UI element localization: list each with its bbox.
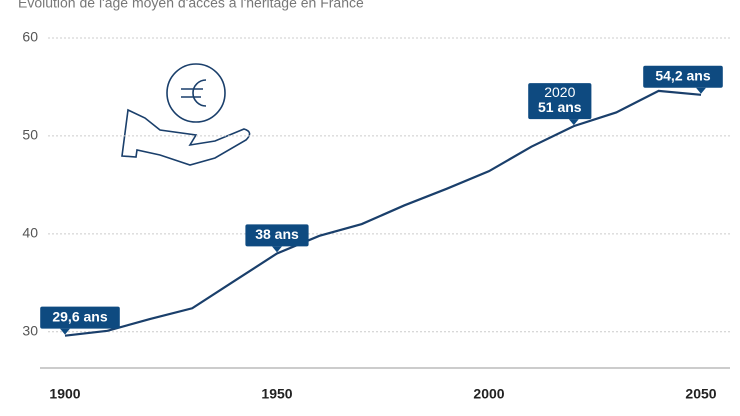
label-pointer [272, 246, 282, 253]
x-tick-label: 1900 [49, 386, 80, 402]
label-pointer [568, 119, 579, 126]
label-box [528, 83, 592, 120]
label-box [245, 224, 309, 247]
label-pointer [60, 328, 70, 335]
label-year: 2020 [544, 84, 575, 100]
label-box [643, 65, 723, 88]
y-tick-label: 40 [22, 225, 38, 241]
label-text: 38 ans [255, 226, 299, 242]
y-tick-label: 50 [22, 127, 38, 143]
chart-title: Évolution de l'âge moyen d'accès à l'hér… [18, 0, 364, 11]
value-label: 38 ans [245, 224, 309, 253]
value-label: 29,6 ans [40, 306, 120, 335]
label-text: 54,2 ans [655, 67, 710, 83]
y-tick-label: 60 [22, 29, 38, 45]
y-tick-label: 30 [22, 322, 38, 338]
label-pointer [696, 87, 706, 94]
x-tick-label: 2050 [685, 386, 716, 402]
value-label: 54,2 ans [643, 65, 723, 94]
label-text: 51 ans [538, 99, 582, 115]
line [64, 89, 702, 337]
x-tick-label: 2000 [473, 386, 504, 402]
x-tick-label: 1950 [261, 386, 292, 402]
label-box [40, 306, 120, 329]
label-text: 29,6 ans [52, 308, 107, 324]
hand-euro-icon [121, 63, 251, 166]
